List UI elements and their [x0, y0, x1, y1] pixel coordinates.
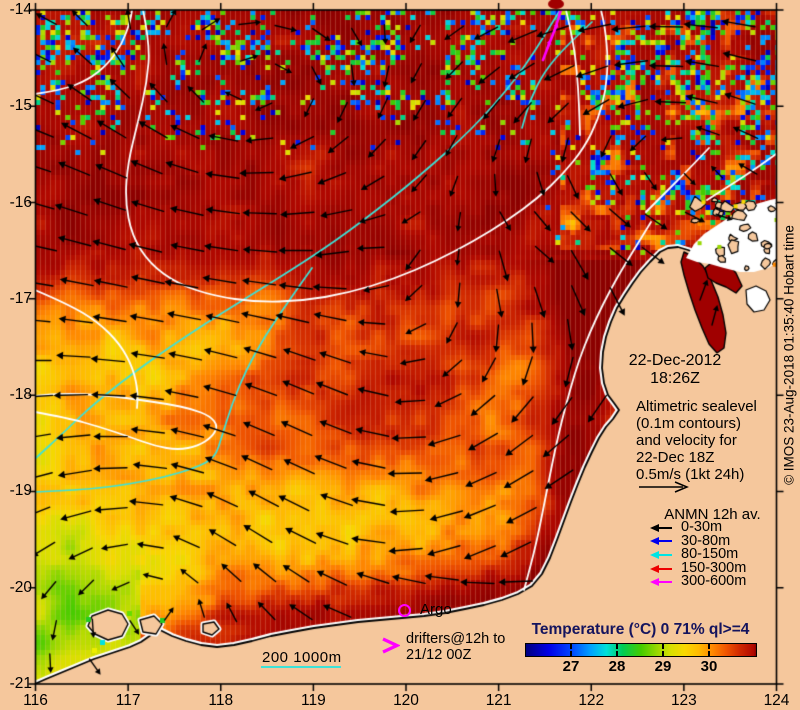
mooring-arrow-icon — [650, 578, 672, 587]
anmn-depth-label: 30-80m — [681, 532, 731, 549]
x-tick-label: 118 — [208, 692, 234, 709]
info-line: Altimetric sealevel — [636, 398, 757, 415]
colorbar-tick — [570, 651, 572, 656]
bathymetry-legend-label: 200 1000m — [262, 649, 342, 666]
imos-credit-text: © IMOS 23-Aug-2018 01:35:40 Hobart time — [781, 225, 797, 485]
anmn-depth-label: 150-300m — [681, 559, 747, 576]
colorbar-tick — [662, 644, 664, 649]
info-line: and velocity for — [636, 432, 737, 449]
colorbar-title: Temperature (°C) 0 71% ql>=4 — [531, 621, 750, 638]
colorbar-gradient — [525, 643, 757, 657]
anmn-legend-item: 0-30m — [648, 519, 746, 536]
anmn-legend-item: 150-300m — [648, 559, 747, 576]
mooring-arrow-icon — [650, 550, 672, 559]
anmn-depth-label: 80-150m — [681, 546, 739, 563]
anmn-legend: 0-30m 30-80m 80-150m 150-300m 300-600m — [648, 519, 747, 590]
timestamp-block: 22-Dec-2012 18:26Z — [605, 352, 745, 387]
colorbar-tick — [708, 651, 710, 656]
argo-legend-label: Argo — [420, 601, 452, 618]
y-tick-label: -15 — [9, 97, 32, 115]
info-line: 0.5m/s (1kt 24h) — [636, 466, 745, 483]
drifter-legend-line: drifters@12h to — [406, 631, 506, 647]
y-tick-label: -17 — [9, 289, 32, 307]
bathymetry-legend-line — [261, 666, 341, 668]
drifter-arrow-icon — [382, 637, 400, 654]
colorbar-tick-label: 28 — [608, 658, 626, 675]
timestamp-time: 18:26Z — [650, 369, 700, 387]
y-tick-label: -20 — [9, 578, 32, 596]
colorbar-tick-label: 29 — [654, 658, 672, 675]
x-tick-label: 119 — [301, 692, 326, 709]
x-tick-label: 121 — [485, 692, 512, 709]
info-line: 22-Dec 18Z — [636, 449, 715, 466]
anmn-legend-item: 300-600m — [648, 573, 747, 590]
colorbar-tick — [616, 644, 618, 649]
colorbar-tick-label: 27 — [562, 658, 580, 675]
anmn-legend-title: ANMN 12h av. — [664, 506, 761, 523]
y-tick-label: -14 — [9, 1, 32, 18]
x-tick-label: 120 — [393, 692, 419, 709]
x-tick-label: 117 — [115, 692, 141, 709]
anmn-legend-item: 80-150m — [648, 546, 746, 563]
colorbar-tick-label: 30 — [700, 658, 718, 675]
y-tick-label: -19 — [9, 482, 32, 500]
altimetry-info-block: Altimetric sealevel (0.1m contours) and … — [636, 398, 757, 483]
drifter-legend: drifters@12h to 21/12 00Z — [406, 631, 505, 663]
x-tick-label: 123 — [670, 692, 697, 709]
colorbar-tick — [662, 651, 664, 656]
temperature-colorbar: Temperature (°C) 0 71% ql>=4 27 28 29 30 — [520, 621, 761, 677]
colorbar-tick — [616, 651, 618, 656]
argo-marker-icon — [398, 604, 411, 617]
anmn-legend-item: 30-80m — [648, 532, 746, 549]
mooring-arrow-icon — [650, 564, 672, 573]
x-tick-label: 116 — [23, 692, 48, 709]
mooring-arrow-icon — [650, 537, 672, 546]
anmn-depth-label: 0-30m — [681, 519, 723, 536]
y-tick-label: -18 — [9, 386, 32, 404]
info-line: (0.1m contours) — [636, 415, 742, 432]
velocity-scale-arrow-icon — [639, 481, 689, 493]
anmn-depth-label: 300-600m — [681, 573, 747, 590]
y-tick-label: -21 — [9, 675, 32, 692]
mooring-arrow-icon — [650, 523, 672, 532]
colorbar-tick — [708, 644, 710, 649]
y-tick-label: -16 — [9, 193, 32, 211]
drifter-legend-line: 21/12 00Z — [406, 647, 472, 663]
x-tick-label: 124 — [763, 692, 790, 709]
timestamp-date: 22-Dec-2012 — [628, 352, 722, 369]
colorbar-tick — [570, 644, 572, 649]
x-tick-label: 122 — [578, 692, 605, 709]
